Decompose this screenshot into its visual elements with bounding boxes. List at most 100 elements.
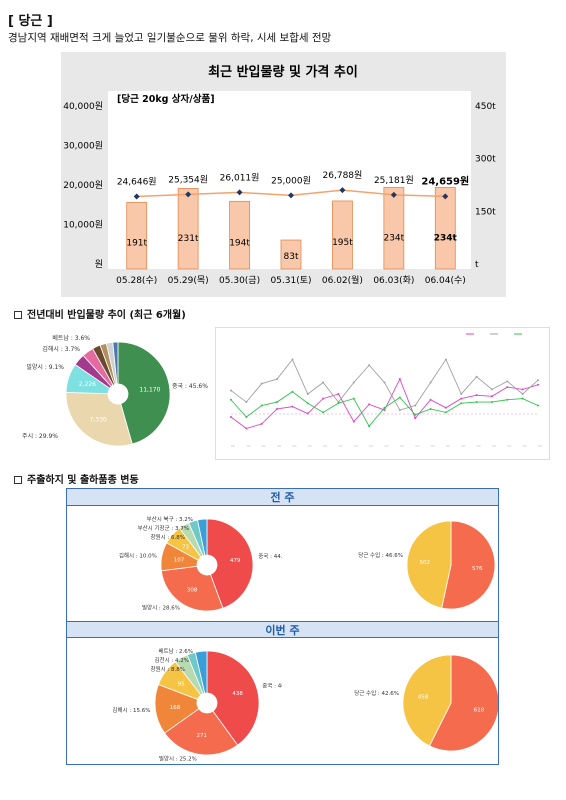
series-point — [537, 404, 539, 407]
right-axis-tick: t — [475, 260, 479, 270]
yoy-line-svg — [230, 333, 542, 447]
left-axis-tick: 20,000원 — [63, 180, 103, 191]
series-point — [322, 411, 325, 414]
pie-slice — [441, 520, 496, 610]
pie-slice — [117, 341, 171, 445]
pie-slice-value: 107 — [174, 558, 185, 564]
yoy-origin-pie: 11,170 7,330 2,226 중국 : 45.6% 제주시 : 29.9% 밀양시… — [22, 334, 208, 447]
series-point — [429, 381, 432, 384]
series-point — [352, 397, 355, 400]
series-point — [444, 411, 447, 414]
series-point — [398, 378, 401, 381]
series-point — [230, 398, 232, 401]
volume-bar — [332, 200, 353, 270]
pie-slice — [206, 650, 260, 746]
volume-bar-label: 195t — [332, 238, 353, 248]
series-point — [460, 397, 463, 400]
series-point — [444, 358, 447, 361]
series-point — [506, 380, 509, 383]
pie-slice-label: 밀양시 : 9.1% — [26, 363, 64, 371]
series-point — [460, 402, 463, 405]
price-marker — [339, 187, 346, 194]
series-line — [230, 377, 539, 429]
price-label: 26,788원 — [323, 170, 363, 181]
series-point — [306, 402, 309, 405]
right-axis-tick: 450t — [475, 102, 496, 112]
pie-slice — [112, 341, 119, 385]
pie-slice-label: 김해시 : 3.7% — [42, 345, 80, 353]
origin-comparison-frame: 전 주 479 중국 : 44.4% 308 밀양시 : 28.6% 107 김해시 : … — [66, 488, 499, 765]
series-point — [276, 401, 279, 404]
pie-slice-label: 부산시 북구 : 3.2% — [147, 515, 193, 523]
this-week-header: 이번 주 — [67, 621, 498, 638]
price-label: 25,000원 — [271, 175, 311, 186]
series-point — [414, 417, 417, 420]
pie-slice — [194, 650, 208, 694]
section-heading-origin: 주출하지 및 출하품종 변동 — [14, 471, 139, 486]
pie-slice — [65, 391, 133, 447]
category-label: 05.28(수) — [116, 275, 157, 286]
right-axis-tick: 150t — [475, 207, 496, 217]
main-chart-title: 최근 반입물량 및 가격 추이 — [208, 64, 358, 80]
series-point — [260, 422, 263, 425]
pie-slice-label: 당근 수입 : 46.6% — [358, 551, 403, 559]
pie-slice-value: 308 — [187, 587, 198, 593]
series-point — [537, 383, 539, 386]
volume-bar-label: 194t — [229, 238, 250, 248]
series-point — [521, 388, 524, 391]
prev-week-header: 전 주 — [67, 489, 498, 506]
pie-slice-label: 부산시 기장군 : 3.7% — [138, 524, 189, 532]
series-point — [230, 389, 232, 392]
pie-slice-label: 김천시 : 4.2% — [154, 656, 189, 664]
series-point — [322, 397, 325, 400]
series-point — [368, 403, 371, 406]
pie-slice — [197, 518, 208, 556]
pie-slice-value: 438 — [232, 691, 243, 697]
price-marker — [390, 191, 397, 198]
price-marker — [133, 193, 140, 200]
price-label: 25,354원 — [168, 174, 208, 185]
pie-slice-label: 창원시 : 6.8% — [150, 533, 185, 541]
series-point — [368, 364, 371, 367]
checkbox-icon — [14, 476, 22, 484]
pie-slice — [428, 654, 498, 752]
series-point — [322, 381, 325, 384]
pie-slice-value: 7,330 — [90, 416, 107, 423]
volume-bar-label: 191t — [126, 239, 147, 249]
series-point — [537, 379, 539, 382]
series-point — [490, 388, 493, 391]
section-heading-origin-label: 주출하지 및 출하품종 변동 — [27, 475, 139, 486]
series-point — [260, 404, 263, 407]
main-chart: 최근 반입물량 및 가격 추이 [당근 20kg 상자/상품] 40,000원 3… — [63, 64, 496, 286]
pie-slice-label: 당근 수입 : 42.6% — [354, 689, 399, 697]
yoy-line-chart — [215, 327, 550, 460]
series-point — [337, 393, 340, 395]
price-marker — [288, 192, 294, 199]
series-point — [429, 407, 432, 410]
pie-slice-value: 2,226 — [79, 381, 96, 388]
pie-slice-label: 김해시 : 15.6% — [112, 706, 150, 714]
pie-slice-value: 73 — [182, 544, 189, 550]
pie-slice-value: 458 — [418, 694, 429, 700]
category-label: 05.30(금) — [219, 275, 260, 286]
category-label: 06.02(월) — [322, 274, 363, 286]
series-point — [521, 397, 524, 400]
pie-slice-value: 168 — [170, 705, 181, 711]
series-point — [414, 404, 417, 407]
series-point — [245, 401, 248, 404]
category-label: 06.03(화) — [373, 275, 414, 286]
volume-bar — [229, 200, 250, 270]
pie-slice-label: 중국 : 44.4% — [258, 553, 282, 560]
section-heading-yoy-label: 전년대비 반입물량 추이 (최근 6개월) — [27, 310, 186, 321]
series-point — [306, 393, 309, 395]
series-point — [337, 402, 340, 405]
pie-slice-label: 밀양시 : 25.2% — [159, 754, 197, 762]
pie-slice-value: 502 — [420, 560, 431, 566]
left-axis-tick: 원 — [95, 259, 103, 270]
series-point — [460, 393, 463, 395]
series-point — [383, 406, 386, 409]
volume-bar — [126, 201, 148, 270]
left-axis-tick: 30,000원 — [63, 141, 103, 152]
series-point — [475, 401, 478, 404]
pie-slice-label: 밀양시 : 28.6% — [142, 604, 180, 612]
